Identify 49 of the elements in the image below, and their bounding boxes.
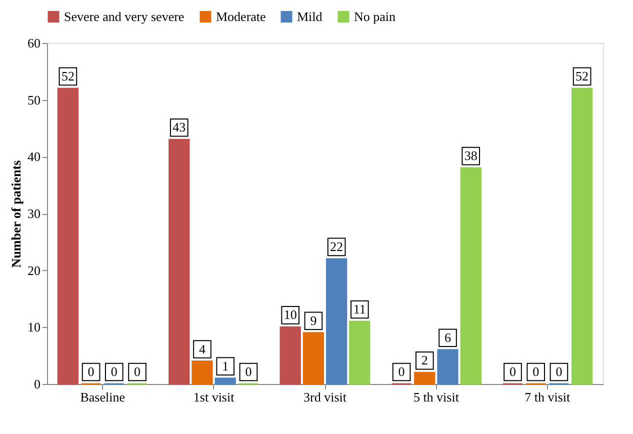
data-label: 11: [353, 301, 366, 316]
legend-label: Mild: [297, 8, 323, 24]
data-label: 10: [284, 307, 297, 322]
data-label: 22: [330, 238, 344, 254]
y-tick-label: 30: [28, 206, 40, 221]
data-label: 38: [464, 148, 478, 164]
bar: [326, 258, 348, 385]
bar: [414, 372, 436, 385]
data-label: 9: [310, 312, 317, 328]
bar: [57, 88, 79, 385]
data-label: 0: [88, 364, 94, 379]
bar: [280, 326, 301, 385]
x-tick-label: Baseline: [80, 390, 126, 404]
bar: [302, 332, 324, 385]
data-label: 2: [421, 352, 428, 368]
x-tick-label: 1st visit: [193, 390, 235, 404]
data-label: 4: [198, 341, 206, 356]
data-label: 0: [556, 364, 562, 379]
x-tick-label: 5 th visit: [413, 390, 460, 404]
data-label: 0: [509, 364, 516, 379]
bar: [192, 360, 213, 385]
x-tick-label: 3rd visit: [304, 390, 347, 404]
legend-label: No pain: [354, 8, 396, 24]
legend-label: Severe and very severe: [64, 8, 184, 24]
data-label: 0: [398, 364, 405, 379]
y-axis-title: Number of patients: [8, 160, 24, 268]
bar: [214, 378, 236, 385]
bar: [349, 320, 370, 385]
data-label: 0: [245, 364, 252, 379]
data-label: 0: [134, 364, 141, 379]
y-tick-label: 40: [28, 149, 40, 164]
bar: [571, 88, 593, 385]
data-label: 0: [532, 364, 540, 379]
bar: [437, 349, 458, 385]
data-label: 1: [222, 358, 229, 374]
data-label: 0: [110, 364, 118, 379]
data-label: 43: [172, 120, 186, 135]
y-tick-label: 60: [28, 36, 40, 50]
bar: [168, 138, 190, 385]
bar: [460, 167, 482, 385]
y-tick-label: 0: [34, 376, 40, 392]
data-label: 6: [444, 330, 452, 345]
data-label: 52: [61, 68, 74, 84]
data-label: 52: [576, 68, 589, 84]
y-tick-label: 50: [28, 92, 40, 108]
y-tick-label: 20: [28, 262, 40, 278]
y-tick-label: 10: [28, 320, 40, 335]
x-tick-label: 7 th visit: [524, 390, 571, 404]
legend-label: Moderate: [216, 8, 266, 24]
